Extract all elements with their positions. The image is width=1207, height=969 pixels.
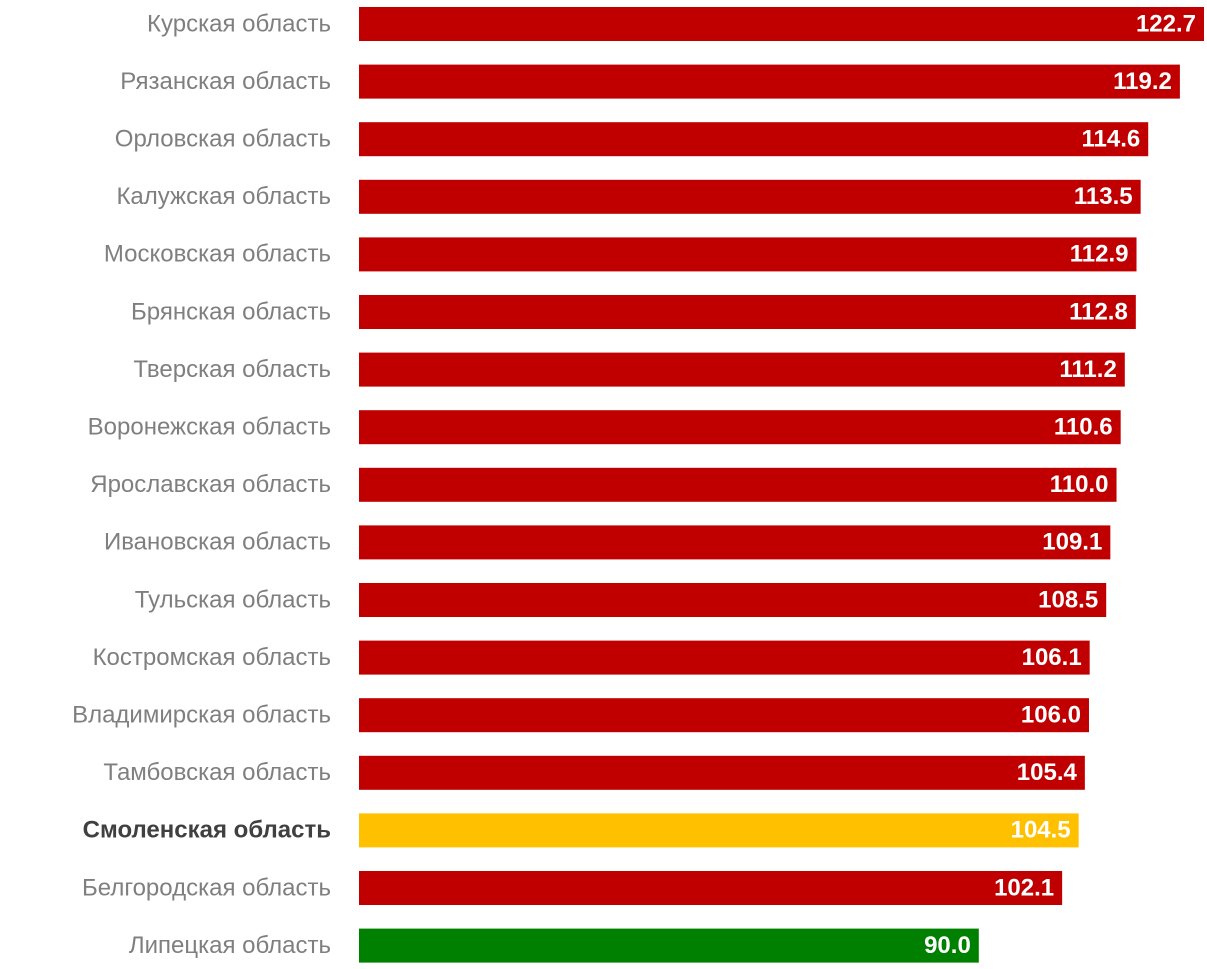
bar (359, 525, 1111, 560)
value-label: 108.5 (1038, 586, 1098, 613)
bar (359, 179, 1141, 214)
bar (359, 813, 1079, 848)
bar (359, 7, 1204, 41)
value-label: 111.2 (1059, 356, 1116, 383)
category-label: Костромская область (93, 644, 331, 671)
bar (359, 352, 1125, 387)
category-label: Смоленская область (83, 817, 331, 844)
bar (359, 410, 1121, 445)
category-label: Московская область (104, 241, 331, 268)
value-label: 110.6 (1054, 414, 1113, 441)
category-label: Курская область (147, 10, 331, 37)
value-label: 114.6 (1081, 126, 1140, 153)
bar (359, 64, 1180, 99)
bar (359, 871, 1063, 905)
bar (359, 467, 1117, 502)
bar (359, 698, 1089, 733)
value-label: 122.7 (1136, 10, 1196, 37)
category-label: Воронежская область (88, 414, 331, 441)
value-label: 106.0 (1021, 702, 1081, 729)
category-label: Брянская область (131, 298, 331, 325)
category-label: Тверская область (133, 356, 331, 383)
value-label: 90.0 (924, 932, 971, 959)
bar (359, 122, 1149, 157)
category-label: Рязанская область (120, 68, 331, 95)
bar (359, 295, 1136, 329)
category-label: Тамбовская область (103, 759, 331, 786)
value-label: 110.0 (1050, 471, 1109, 498)
value-label: 113.5 (1074, 183, 1133, 210)
category-label: Ивановская область (104, 529, 331, 556)
category-label: Липецкая область (129, 932, 331, 959)
bar (359, 928, 979, 963)
value-label: 104.5 (1011, 817, 1071, 844)
category-label: Калужская область (116, 183, 331, 210)
bar (359, 640, 1090, 675)
category-label: Орловская область (115, 126, 331, 153)
category-label: Ярославская область (90, 471, 331, 498)
bar (359, 755, 1085, 790)
value-label: 119.2 (1113, 68, 1172, 95)
value-label: 106.1 (1022, 644, 1082, 671)
category-label: Тульская область (135, 586, 331, 613)
value-label: 102.1 (994, 874, 1054, 901)
bar (359, 237, 1137, 272)
value-label: 112.8 (1069, 298, 1128, 325)
value-label: 112.9 (1070, 241, 1129, 268)
value-label: 105.4 (1017, 759, 1078, 786)
value-label: 109.1 (1042, 529, 1102, 556)
bar (359, 583, 1107, 617)
category-label: Белгородская область (82, 874, 331, 901)
category-label: Владимирская область (72, 702, 331, 729)
